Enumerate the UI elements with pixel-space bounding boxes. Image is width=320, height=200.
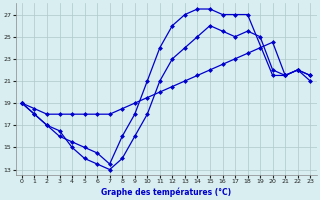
X-axis label: Graphe des températures (°C): Graphe des températures (°C) [101, 187, 231, 197]
